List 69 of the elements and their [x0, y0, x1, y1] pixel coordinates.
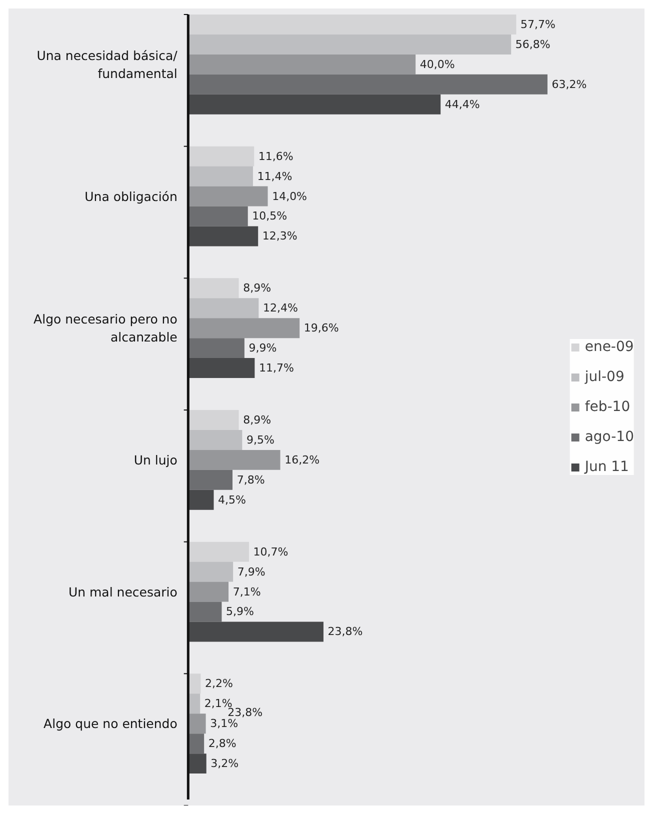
- bar: [188, 470, 233, 490]
- y-tick-label: Un mal necesario: [68, 584, 178, 600]
- data-label: 12,4%: [262, 302, 298, 315]
- bar: [188, 714, 206, 734]
- data-label: 8,9%: [243, 413, 272, 426]
- bar: [188, 430, 242, 450]
- data-label: 3,2%: [210, 757, 239, 770]
- bar: [188, 94, 441, 114]
- legend-label: feb-10: [584, 398, 630, 414]
- bar: [188, 734, 204, 754]
- data-label: 9,9%: [248, 342, 277, 355]
- data-label: 19,6%: [304, 322, 339, 335]
- bar: [188, 34, 512, 54]
- data-label: 11,4%: [257, 170, 292, 183]
- y-tick-label: Una necesidad básica/ fundamental: [36, 48, 178, 81]
- bar: [188, 74, 548, 94]
- bar: [188, 582, 229, 602]
- legend-label: jul-09: [584, 368, 624, 384]
- bar: [188, 278, 239, 298]
- data-label: 7,9%: [237, 565, 266, 578]
- bar: [188, 410, 239, 430]
- data-label: 44,4%: [444, 98, 480, 111]
- data-label: 2,2%: [204, 677, 233, 690]
- bar: [188, 358, 255, 378]
- bar: [188, 754, 206, 774]
- data-label: 2,8%: [208, 737, 236, 750]
- annotation: 23,8%: [228, 706, 263, 720]
- bar: [188, 14, 516, 34]
- data-label: 11,6%: [258, 150, 294, 163]
- data-label: 5,9%: [226, 605, 254, 618]
- bar: [188, 318, 300, 338]
- bar: [188, 186, 268, 206]
- data-label: 16,2%: [284, 453, 320, 466]
- data-label: 10,7%: [253, 545, 288, 558]
- y-tick-label: Una obligación: [84, 188, 178, 204]
- data-label: 14,0%: [272, 190, 308, 203]
- bar: [188, 54, 416, 74]
- bar: [188, 298, 259, 318]
- y-tick-label: Un lujo: [134, 452, 178, 468]
- bar: [188, 562, 234, 582]
- legend-label: Jun 11: [584, 458, 629, 474]
- data-label: 7,8%: [236, 473, 265, 486]
- legend-label: ene-09: [584, 338, 634, 354]
- data-label: 57,7%: [520, 18, 556, 31]
- data-label: 12,3%: [262, 230, 298, 243]
- bar: [188, 146, 254, 166]
- bar: [188, 542, 249, 562]
- legend-label: ago-10: [584, 428, 634, 444]
- bar: [188, 602, 222, 622]
- bar: [188, 338, 244, 358]
- data-label: 63,2%: [552, 78, 587, 91]
- bar: [188, 166, 253, 186]
- data-label: 7,1%: [232, 585, 261, 598]
- bar: [188, 226, 258, 246]
- data-label: 9,5%: [246, 433, 274, 446]
- bar: [188, 206, 248, 226]
- bar: [188, 490, 214, 510]
- data-label: 3,1%: [210, 717, 238, 730]
- bar: [188, 622, 324, 642]
- data-label: 40,0%: [420, 58, 455, 71]
- data-label: 11,7%: [258, 362, 294, 375]
- data-label: 8,9%: [243, 282, 272, 295]
- data-label: 10,5%: [252, 210, 288, 223]
- data-label: 56,8%: [515, 38, 550, 51]
- bar: [188, 450, 280, 470]
- data-label: 4,5%: [218, 493, 246, 506]
- y-tick-label: Algo necesario pero no alcanzable: [34, 312, 178, 345]
- y-tick-label: Algo que no entiendo: [44, 716, 178, 732]
- data-label: 23,8%: [328, 625, 363, 638]
